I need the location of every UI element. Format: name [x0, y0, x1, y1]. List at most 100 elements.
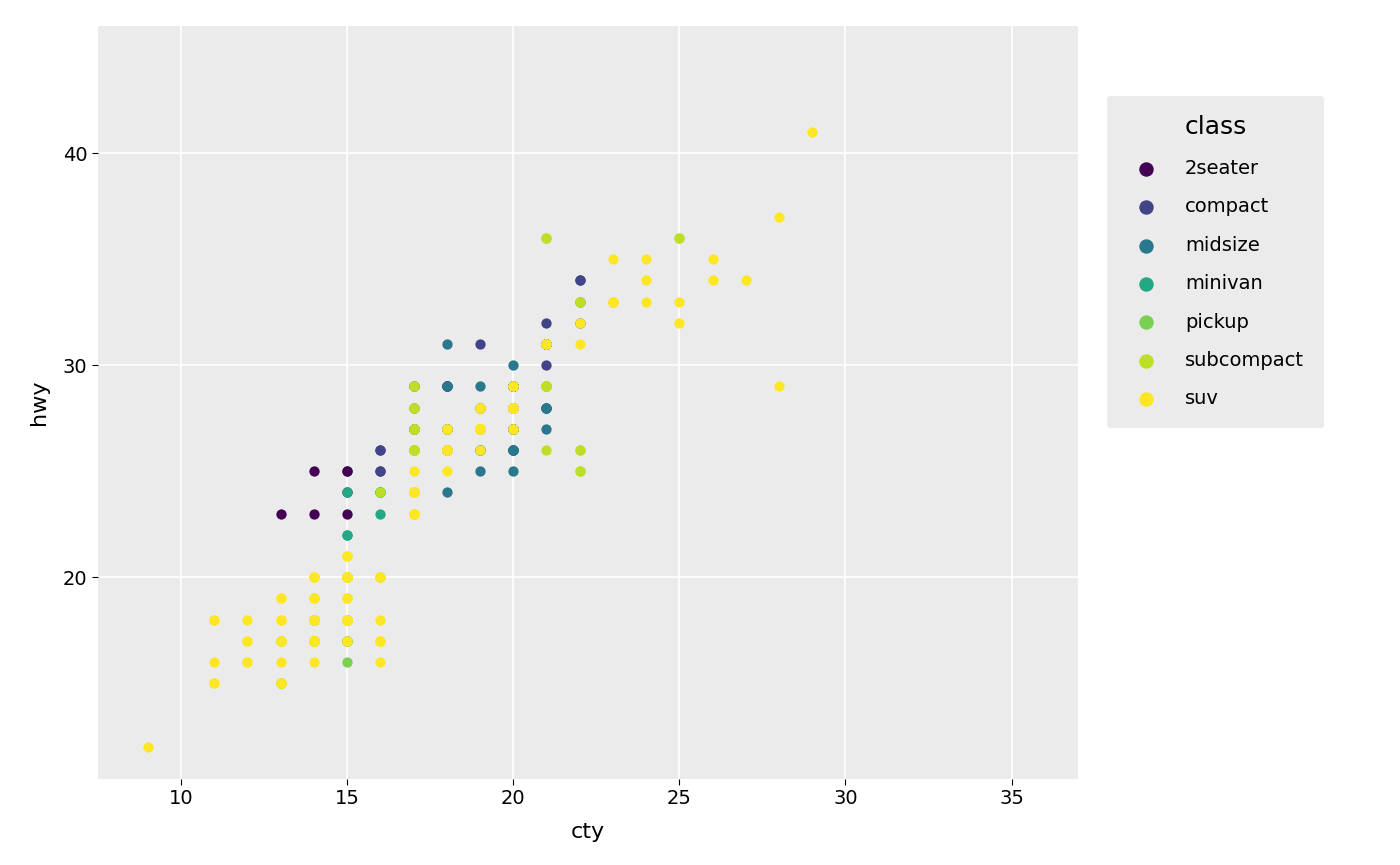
compact: [535, 337, 557, 351]
subcompact: [535, 380, 557, 394]
suv: [767, 210, 790, 224]
suv: [302, 570, 325, 584]
midsize: [503, 422, 525, 436]
suv: [402, 507, 424, 521]
pickup: [302, 634, 325, 648]
suv: [469, 422, 491, 436]
pickup: [302, 634, 325, 648]
compact: [469, 422, 491, 436]
suv: [302, 634, 325, 648]
midsize: [503, 422, 525, 436]
pickup: [370, 570, 392, 584]
suv: [270, 655, 293, 669]
pickup: [336, 570, 358, 584]
compact: [535, 337, 557, 351]
subcompact: [402, 422, 424, 436]
suv: [535, 337, 557, 351]
pickup: [336, 612, 358, 626]
compact: [535, 337, 557, 351]
suv: [302, 655, 325, 669]
subcompact: [435, 443, 458, 457]
suv: [302, 612, 325, 626]
midsize: [503, 380, 525, 394]
pickup: [336, 612, 358, 626]
subcompact: [568, 295, 591, 309]
midsize: [503, 465, 525, 478]
subcompact: [568, 465, 591, 478]
suv: [503, 400, 525, 414]
suv: [336, 612, 358, 626]
suv: [469, 422, 491, 436]
suv: [668, 295, 690, 309]
suv: [435, 443, 458, 457]
pickup: [302, 612, 325, 626]
compact: [535, 316, 557, 330]
suv: [237, 634, 259, 648]
midsize: [503, 380, 525, 394]
subcompact: [402, 443, 424, 457]
suv: [435, 443, 458, 457]
suv: [302, 634, 325, 648]
suv: [602, 253, 624, 266]
2seater: [302, 465, 325, 478]
suv: [237, 655, 259, 669]
pickup: [302, 612, 325, 626]
suv: [503, 400, 525, 414]
suv: [302, 634, 325, 648]
suv: [469, 400, 491, 414]
pickup: [336, 612, 358, 626]
suv: [270, 634, 293, 648]
suv: [568, 337, 591, 351]
suv: [270, 634, 293, 648]
pickup: [302, 634, 325, 648]
pickup: [302, 634, 325, 648]
minivan: [336, 485, 358, 499]
suv: [402, 507, 424, 521]
Y-axis label: hwy: hwy: [29, 380, 49, 425]
suv: [469, 422, 491, 436]
suv: [302, 612, 325, 626]
compact: [503, 380, 525, 394]
minivan: [370, 485, 392, 499]
compact: [402, 400, 424, 414]
midsize: [469, 380, 491, 394]
pickup: [302, 612, 325, 626]
midsize: [503, 443, 525, 457]
suv: [503, 400, 525, 414]
suv: [503, 422, 525, 436]
midsize: [503, 380, 525, 394]
compact: [402, 422, 424, 436]
subcompact: [568, 465, 591, 478]
pickup: [270, 676, 293, 690]
2seater: [302, 507, 325, 521]
suv: [203, 612, 225, 626]
midsize: [435, 443, 458, 457]
pickup: [336, 634, 358, 648]
midsize: [535, 422, 557, 436]
pickup: [302, 634, 325, 648]
suv: [270, 676, 293, 690]
subcompact: [402, 400, 424, 414]
midsize: [535, 400, 557, 414]
pickup: [302, 612, 325, 626]
suv: [503, 400, 525, 414]
subcompact: [503, 380, 525, 394]
2seater: [336, 485, 358, 499]
suv: [402, 465, 424, 478]
2seater: [270, 507, 293, 521]
suv: [302, 570, 325, 584]
suv: [801, 125, 823, 139]
pickup: [302, 634, 325, 648]
pickup: [302, 612, 325, 626]
suv: [370, 570, 392, 584]
compact: [435, 380, 458, 394]
compact: [402, 380, 424, 394]
2seater: [336, 465, 358, 478]
suv: [302, 612, 325, 626]
midsize: [469, 400, 491, 414]
pickup: [270, 676, 293, 690]
suv: [469, 422, 491, 436]
suv: [435, 422, 458, 436]
suv: [402, 485, 424, 499]
2seater: [336, 465, 358, 478]
